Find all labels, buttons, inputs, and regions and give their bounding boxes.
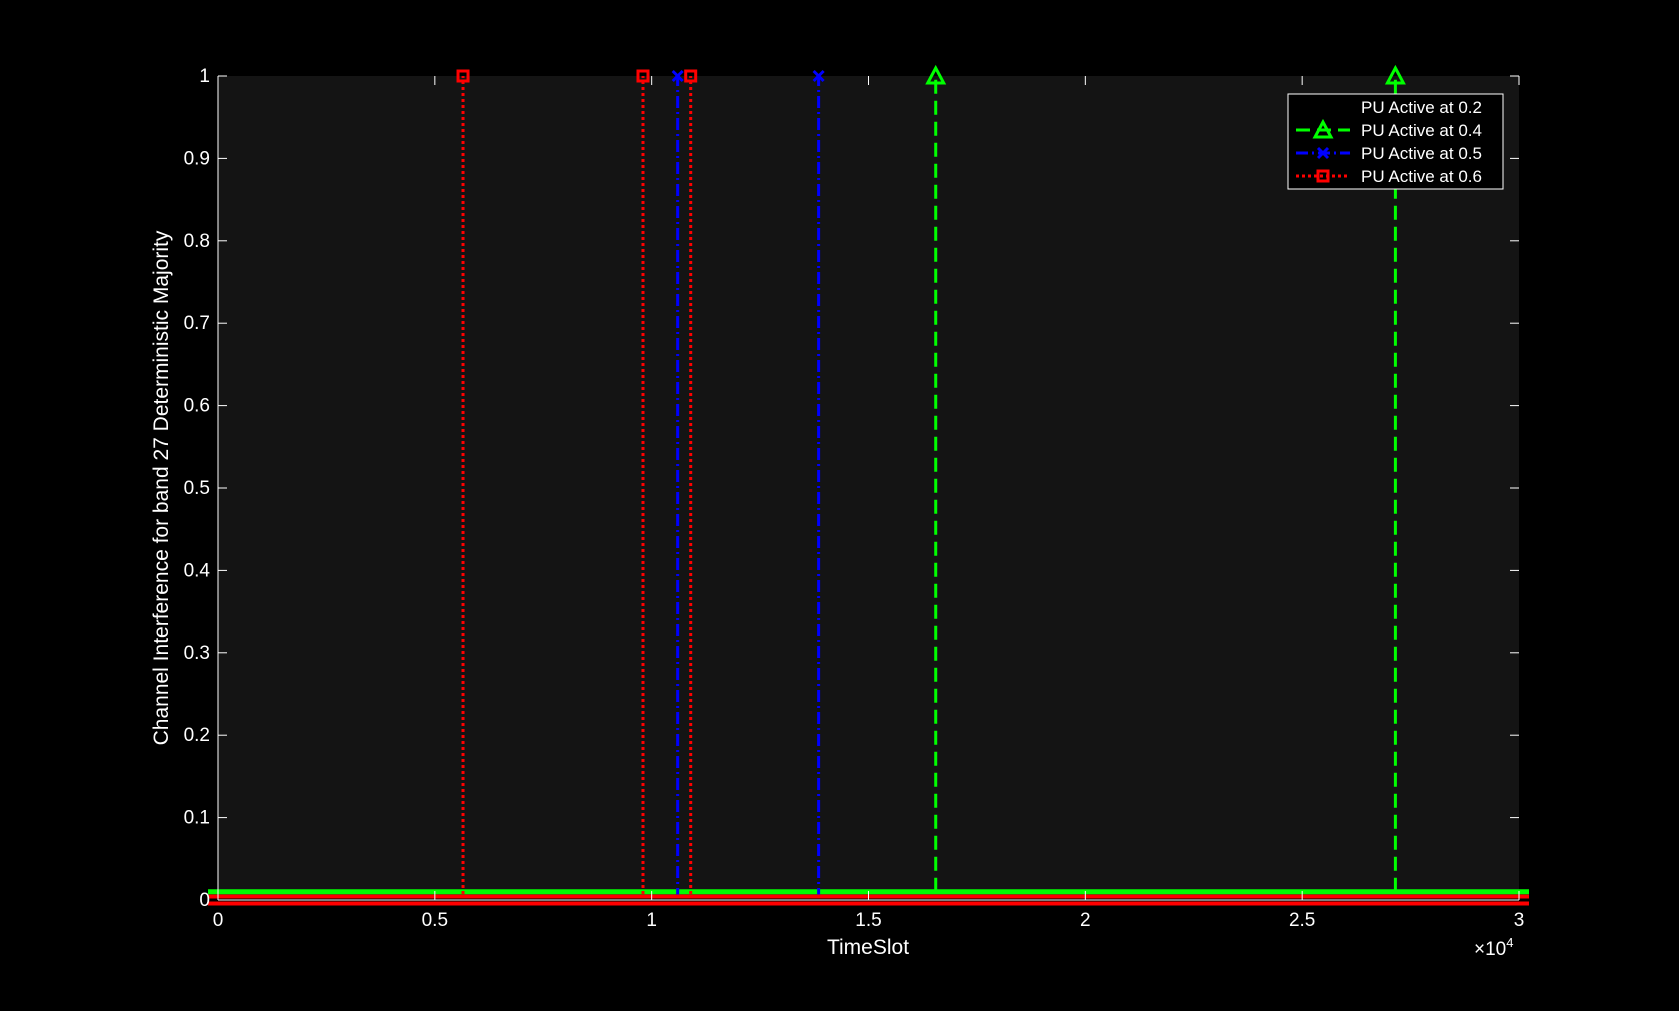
x-axis-exponent-power: 4 xyxy=(1506,935,1513,950)
y-tick-label-2: 0.2 xyxy=(184,725,210,746)
legend-entry-2: PU Active at 0.4 xyxy=(1296,118,1482,140)
legend-swatch-marker-1 xyxy=(1315,99,1331,115)
series-4-marker-2 xyxy=(636,69,650,83)
legend-entry-1: PU Active at 0.2 xyxy=(1296,98,1482,117)
y-tick-label-6: 0.6 xyxy=(184,396,210,417)
x-tick-label-3: 1.5 xyxy=(855,910,881,931)
y-tick-label-1: 0.1 xyxy=(184,808,210,829)
legend-label-2: PU Active at 0.4 xyxy=(1361,121,1482,140)
y-tick-label-0: 0 xyxy=(199,890,210,911)
y-tick-label-10: 1 xyxy=(199,66,210,87)
series-2-marker-2 xyxy=(1384,64,1406,85)
series-3-marker-1-stroke-b xyxy=(671,69,684,83)
y-tick-label-5: 0.5 xyxy=(184,478,210,499)
x-tick-label-5: 2.5 xyxy=(1289,910,1315,931)
x-tick-label-0: 0 xyxy=(213,910,224,931)
legend-swatch-marker-3-stroke-b xyxy=(1316,146,1330,160)
legend-label-3: PU Active at 0.5 xyxy=(1361,144,1482,163)
y-tick-label-4: 0.4 xyxy=(184,560,211,581)
series-3-marker-2 xyxy=(812,69,825,83)
y-tick-label-7: 0.7 xyxy=(184,313,210,334)
x-tick-label-1: 0.5 xyxy=(422,910,448,931)
series-3-marker-1 xyxy=(671,69,684,83)
series-4-marker-1 xyxy=(456,69,470,83)
legend-swatch-marker-2 xyxy=(1312,118,1334,139)
series-3-marker-2-stroke-b xyxy=(812,69,825,83)
legend: PU Active at 0.2 PU Active at 0.4 PU Activ… xyxy=(1287,93,1504,190)
plot-area xyxy=(218,76,1519,900)
y-tick-label-8: 0.8 xyxy=(184,231,210,252)
legend-entry-4: PU Active at 0.6 xyxy=(1296,167,1482,186)
legend-label-1: PU Active at 0.2 xyxy=(1361,98,1482,117)
legend-box xyxy=(1287,93,1504,190)
legend-entry-3: PU Active at 0.5 xyxy=(1296,144,1482,163)
x-axis-label: TimeSlot xyxy=(827,936,909,959)
series-2-marker-1 xyxy=(925,64,947,85)
y-tick-label-3: 0.3 xyxy=(184,643,210,664)
legend-swatch-marker-4 xyxy=(1316,169,1330,183)
ticks: 0 0.1 0.2 0.3 0.4 0.5 0.6 0.7 0.8 0.9 1 0 0.5 1 1.5 2 2.… xyxy=(184,66,1525,931)
x-tick-label-4: 2 xyxy=(1080,910,1091,931)
x-axis-exponent-base: ×10 xyxy=(1474,939,1506,960)
y-tick-label-9: 0.9 xyxy=(184,148,210,169)
legend-label-4: PU Active at 0.6 xyxy=(1361,167,1482,186)
y-axis-label: Channel Interference for band 27 Determi… xyxy=(150,230,173,745)
series-4-marker-3 xyxy=(684,69,698,83)
x-tick-label-6: 3 xyxy=(1514,910,1525,931)
legend-swatch-marker-3 xyxy=(1316,146,1330,160)
x-axis-exponent: ×104 xyxy=(1474,935,1513,960)
x-tick-label-2: 1 xyxy=(646,910,657,931)
